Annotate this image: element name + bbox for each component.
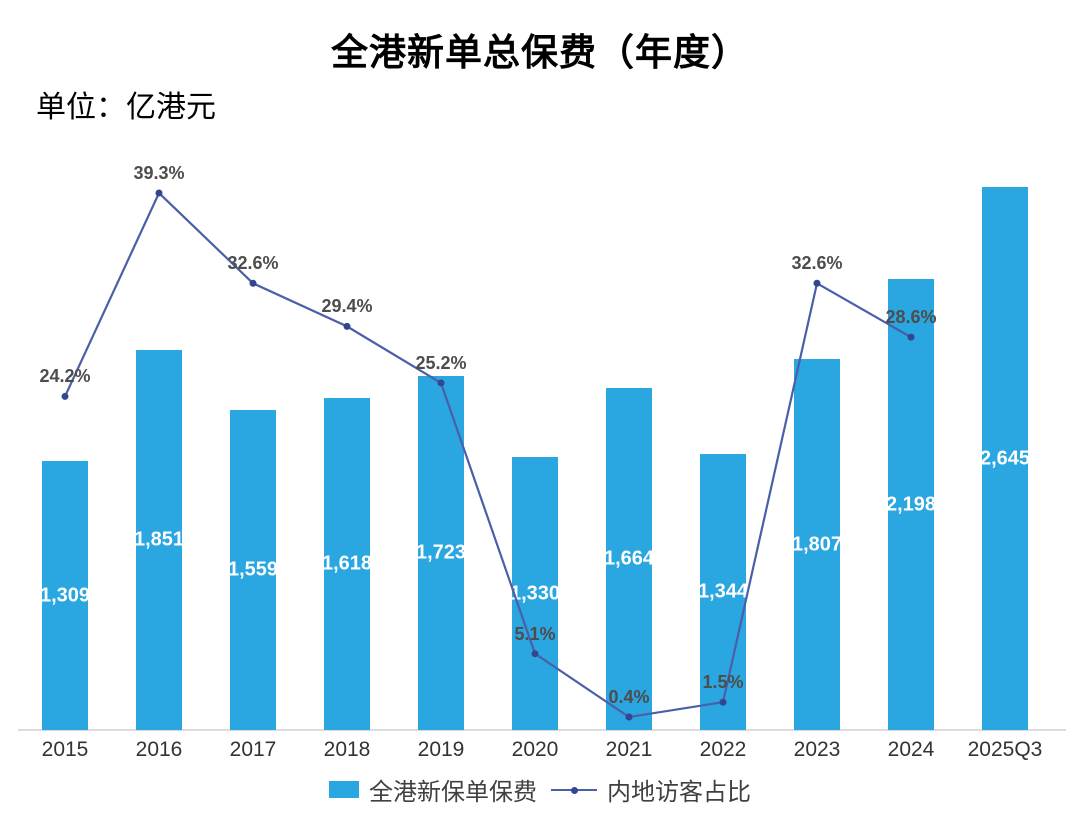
line-series-swatch <box>551 785 597 795</box>
pct-label: 1.5% <box>702 672 744 693</box>
chart-title: 全港新单总保费（年度） <box>331 32 749 73</box>
pct-label: 29.4% <box>321 296 373 317</box>
visitor-share-line <box>64 191 912 719</box>
pct-label: 39.3% <box>133 163 185 184</box>
pct-label: 32.6% <box>227 253 279 274</box>
x-tick-label: 2018 <box>323 738 371 761</box>
unit-label: 单位：亿港元 <box>36 91 216 124</box>
pct-label: 24.2% <box>39 366 91 387</box>
x-tick-label: 2025Q3 <box>967 738 1043 761</box>
legend-item-line: 内地访客占比 <box>551 772 751 807</box>
line-point <box>61 392 69 400</box>
pct-label: 5.1% <box>514 623 556 644</box>
bar-value-label: 1,559 <box>227 558 279 581</box>
x-tick-label: 2023 <box>793 738 841 761</box>
line-series-label: 内地访客占比 <box>607 779 751 806</box>
bar-series-swatch <box>329 781 359 798</box>
x-tick-label: 2016 <box>135 738 183 761</box>
x-tick-label: 2019 <box>417 738 465 761</box>
bar-value-label: 1,664 <box>603 547 655 570</box>
bar-series-label: 全港新保单保费 <box>369 779 537 806</box>
chart-legend: 全港新保单保费 内地访客占比 <box>0 772 1080 807</box>
x-tick-label: 2021 <box>605 738 653 761</box>
x-tick-label: 2017 <box>229 738 277 761</box>
legend-item-bar: 全港新保单保费 <box>329 772 537 807</box>
pct-label: 28.6% <box>885 307 937 328</box>
x-tick-label: 2022 <box>699 738 747 761</box>
pct-label: 25.2% <box>415 352 467 373</box>
line-point <box>813 279 821 287</box>
x-axis-line <box>18 729 1066 731</box>
pct-label: 0.4% <box>608 687 650 707</box>
line-point <box>155 189 163 197</box>
bar-2025Q3 <box>982 187 1028 730</box>
bar-value-label: 1,851 <box>133 528 185 551</box>
bar-value-label: 2,645 <box>979 447 1031 469</box>
bar-value-label: 1,330 <box>509 582 561 604</box>
x-tick-label: 2015 <box>41 738 89 761</box>
bar-value-label: 1,309 <box>39 584 91 606</box>
line-point <box>249 279 257 287</box>
bar-value-label: 2,198 <box>885 493 937 515</box>
x-tick-label: 2020 <box>511 738 559 761</box>
bar-value-label: 1,723 <box>415 541 467 564</box>
bar-value-label: 1,344 <box>697 580 749 603</box>
pct-label: 32.6% <box>791 253 843 274</box>
bar-value-label: 1,807 <box>791 533 843 555</box>
bar-value-label: 1,618 <box>321 552 373 575</box>
line-point <box>343 322 351 330</box>
x-tick-label: 2024 <box>887 738 935 761</box>
